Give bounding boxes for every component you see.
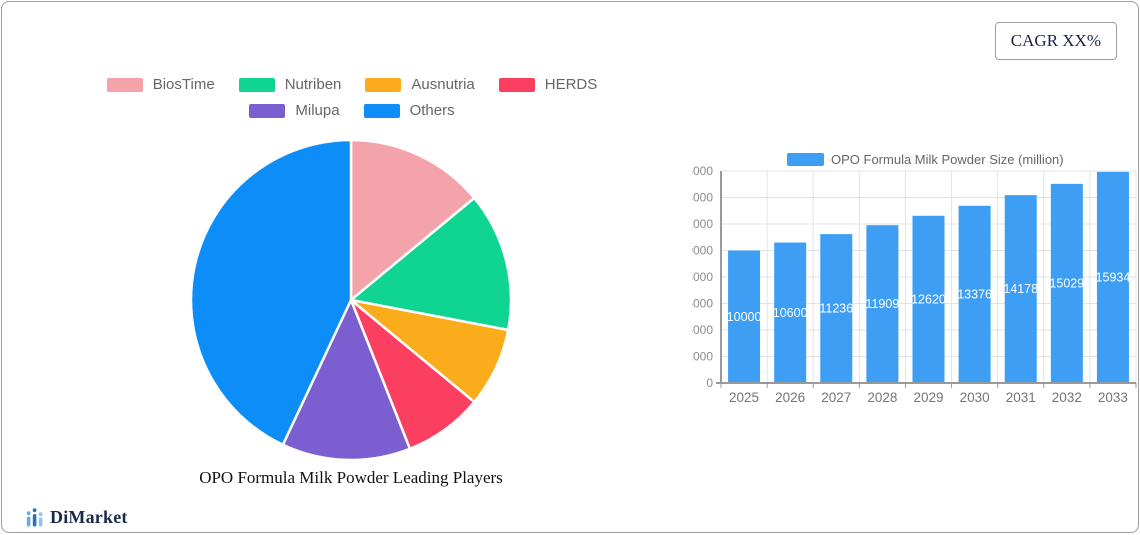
svg-text:16000: 16000 [692, 164, 713, 178]
svg-text:2029: 2029 [913, 390, 943, 405]
legend-label-milupa: Milupa [295, 102, 340, 119]
bar-legend-swatch [787, 153, 824, 166]
legend-item-nutriben[interactable]: Nutriben [238, 76, 342, 93]
legend-swatch-ausnutria [365, 77, 402, 92]
legend-label-biostime: BiosTime [152, 76, 215, 93]
svg-text:13376: 13376 [957, 287, 992, 301]
svg-text:2032: 2032 [1052, 390, 1082, 405]
svg-text:8000: 8000 [692, 270, 713, 284]
bar-2029[interactable] [912, 215, 945, 383]
svg-text:2030: 2030 [960, 390, 990, 405]
bar-2026[interactable] [774, 242, 807, 383]
legend-swatch-milupa [249, 103, 286, 118]
svg-text:2025: 2025 [729, 390, 759, 405]
pie-chart-title: OPO Formula Milk Powder Leading Players [199, 468, 503, 487]
svg-text:2028: 2028 [867, 390, 897, 405]
brand-logo-text: DiMarket [50, 506, 128, 527]
bar-2031[interactable] [1004, 195, 1037, 383]
bar-2028[interactable] [866, 225, 899, 383]
pie-slice-nutriben[interactable] [349, 196, 513, 332]
legend-swatch-biostime [106, 77, 143, 92]
svg-text:10600: 10600 [773, 306, 808, 320]
svg-text:6000: 6000 [692, 297, 713, 311]
bar-2033[interactable] [1096, 171, 1129, 383]
legend-label-nutriben: Nutriben [284, 76, 342, 93]
legend-label-ausnutria: Ausnutria [411, 76, 475, 93]
legend-swatch-others [363, 103, 400, 118]
svg-text:10000: 10000 [692, 244, 713, 258]
brand-logo: DiMarket [26, 506, 128, 528]
cagr-badge: CAGR XX% [994, 22, 1117, 60]
pie-legend-row-2: Milupa Others [249, 102, 455, 119]
legend-swatch-nutriben [238, 77, 275, 92]
svg-text:2026: 2026 [775, 390, 805, 405]
legend-label-others: Others [409, 102, 455, 119]
legend-item-herds[interactable]: HERDS [498, 76, 598, 93]
bar-chart-canvas[interactable]: 0 2000 4000 6000 8000 10000 12000 14000 16000 100… [692, 142, 1140, 412]
legend-item-others[interactable]: Others [363, 102, 455, 119]
svg-text:12000: 12000 [692, 217, 713, 231]
svg-text:11909: 11909 [865, 297, 899, 311]
svg-text:2033: 2033 [1098, 390, 1128, 405]
pie-slice-milupa[interactable] [281, 298, 412, 462]
legend-swatch-herds [498, 77, 535, 92]
svg-text:4000: 4000 [692, 323, 713, 337]
svg-text:2000: 2000 [692, 350, 713, 364]
bar-chart-logo-icon [26, 508, 43, 527]
legend-label-herds: HERDS [544, 76, 598, 93]
bar-2030[interactable] [958, 205, 991, 383]
svg-text:15934: 15934 [1096, 270, 1131, 284]
legend-item-milupa[interactable]: Milupa [249, 102, 340, 119]
svg-text:2027: 2027 [821, 390, 851, 405]
svg-text:12620: 12620 [911, 292, 946, 306]
pie-slice-biostime[interactable] [349, 138, 476, 302]
svg-text:11236: 11236 [819, 302, 853, 316]
bar-legend-label: OPO Formula Milk Powder Size (million) [831, 152, 1064, 167]
bar-2025[interactable] [728, 250, 761, 384]
svg-text:15029: 15029 [1049, 276, 1084, 290]
pie-legend-row-1: BiosTime Nutriben Ausnutria HERDS [106, 76, 598, 93]
bar-2032[interactable] [1050, 183, 1083, 383]
bar-2027[interactable] [820, 234, 853, 383]
pie-chart-canvas[interactable] [189, 138, 513, 462]
pie-legend: BiosTime Nutriben Ausnutria HERDS Milupa [32, 76, 672, 119]
pie-slice-others[interactable] [189, 138, 353, 447]
legend-item-biostime[interactable]: BiosTime [106, 76, 215, 93]
svg-text:10000: 10000 [727, 310, 762, 324]
svg-text:2031: 2031 [1006, 390, 1036, 405]
svg-text:14178: 14178 [1003, 282, 1038, 296]
svg-text:0: 0 [706, 376, 713, 390]
svg-text:14000: 14000 [692, 191, 713, 205]
legend-item-ausnutria[interactable]: Ausnutria [365, 76, 475, 93]
bar-legend[interactable]: OPO Formula Milk Powder Size (million) [787, 152, 1064, 167]
